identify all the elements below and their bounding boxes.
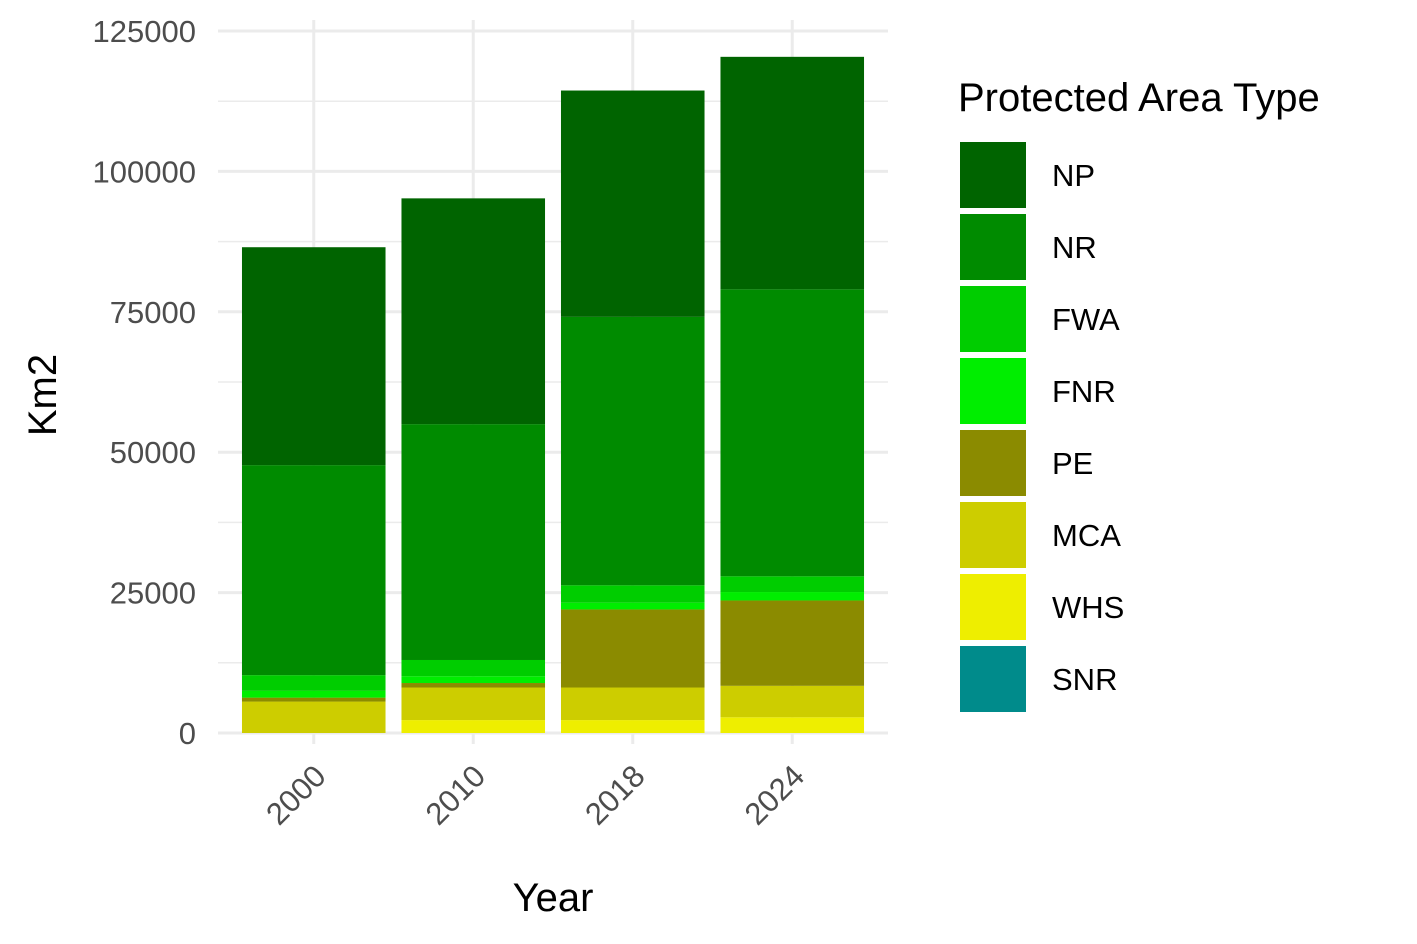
y-tick-label: 50000 [110, 435, 196, 470]
bar-segment-np-2018 [560, 90, 705, 317]
bar-segment-mca-2018 [560, 687, 705, 721]
y-axis-title: Km2 [21, 354, 65, 436]
bar-segment-np-2024 [720, 56, 865, 290]
bar-segment-fnr-2010 [401, 676, 546, 684]
legend-key-mca [960, 502, 1026, 568]
legend-label-np: NP [1052, 158, 1095, 193]
bar-segment-whs-2024 [720, 717, 865, 733]
bar-segment-nr-2018 [560, 316, 705, 586]
bar-segment-fwa-2024 [720, 576, 865, 593]
x-axis-title: Year [513, 876, 594, 920]
y-axis-ticks: 0 25000 50000 75000 100000 125000 [93, 14, 196, 751]
legend-label-whs: WHS [1052, 590, 1124, 625]
y-tick-label: 0 [179, 716, 196, 751]
bar-segment-whs-2010 [401, 720, 546, 733]
bar-segment-nr-2024 [720, 289, 865, 577]
x-axis-ticks: 2000 2010 2018 2024 [259, 758, 811, 832]
bar-segment-np-2010 [401, 198, 546, 425]
bar-segment-fwa-2010 [401, 659, 546, 677]
legend-label-nr: NR [1052, 230, 1097, 265]
bar-segment-nr-2010 [401, 424, 546, 660]
y-tick-label: 25000 [110, 576, 196, 611]
x-tick-label: 2024 [738, 758, 812, 832]
bar-segment-whs-2018 [560, 720, 705, 733]
legend-label-snr: SNR [1052, 662, 1117, 697]
bar-segment-pe-2024 [720, 600, 865, 686]
x-tick-label: 2010 [419, 758, 493, 832]
legend: NP NR FWA FNR PE MCA WHS SNR [960, 142, 1124, 712]
bar-segment-fnr-2018 [560, 602, 705, 610]
legend-key-nr [960, 214, 1026, 280]
x-tick-label: 2018 [578, 758, 652, 832]
y-tick-label: 125000 [93, 14, 196, 49]
legend-key-pe [960, 430, 1026, 496]
bar-segment-pe-2000 [241, 697, 386, 702]
legend-key-np [960, 142, 1026, 208]
y-tick-label: 75000 [110, 295, 196, 330]
bar-segment-fwa-2018 [560, 585, 705, 603]
bar-segment-fnr-2000 [241, 690, 386, 698]
x-tick-label: 2000 [259, 758, 333, 832]
legend-key-whs [960, 574, 1026, 640]
bar-segment-fwa-2000 [241, 675, 386, 691]
bar-segment-fnr-2024 [720, 592, 865, 601]
legend-key-snr [960, 646, 1026, 712]
bar-segment-pe-2010 [401, 683, 546, 688]
bar-segment-np-2000 [241, 247, 386, 466]
bar-segment-mca-2010 [401, 687, 546, 721]
legend-label-mca: MCA [1052, 518, 1121, 553]
legend-label-fwa: FWA [1052, 302, 1120, 337]
bars [241, 56, 865, 733]
legend-key-fnr [960, 358, 1026, 424]
bar-segment-mca-2024 [720, 685, 865, 718]
bar-segment-mca-2000 [241, 701, 386, 733]
bar-segment-nr-2000 [241, 465, 386, 676]
legend-title: Protected Area Type [958, 76, 1320, 120]
legend-label-fnr: FNR [1052, 374, 1116, 409]
legend-key-fwa [960, 286, 1026, 352]
legend-label-pe: PE [1052, 446, 1093, 481]
y-tick-label: 100000 [93, 154, 196, 189]
bar-segment-pe-2018 [560, 609, 705, 688]
